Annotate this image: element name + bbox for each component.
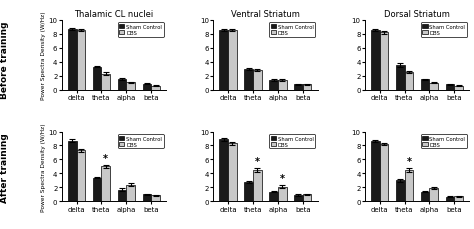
Title: Ventral Striatum: Ventral Striatum — [231, 9, 300, 19]
Legend: Sham Control, DBS: Sham Control, DBS — [118, 23, 164, 37]
Legend: Sham Control, DBS: Sham Control, DBS — [421, 135, 466, 149]
Bar — [143, 84, 151, 90]
Bar — [101, 74, 110, 90]
Bar — [151, 86, 160, 90]
Legend: Sham Control, DBS: Sham Control, DBS — [118, 135, 164, 149]
Bar — [118, 80, 127, 90]
Bar — [68, 30, 77, 90]
Bar — [278, 187, 287, 202]
Bar — [244, 70, 253, 90]
Bar — [253, 170, 262, 202]
Bar — [404, 170, 413, 202]
Bar — [244, 182, 253, 202]
Text: *: * — [255, 156, 260, 166]
Bar — [396, 66, 404, 90]
Bar — [429, 188, 438, 202]
Legend: Sham Control, DBS: Sham Control, DBS — [269, 23, 315, 37]
Bar — [371, 142, 380, 202]
Bar — [269, 192, 278, 202]
Bar — [151, 196, 160, 202]
Title: Thalamic CL nuclei: Thalamic CL nuclei — [74, 9, 154, 19]
Bar — [371, 31, 380, 90]
Bar — [454, 196, 463, 202]
Y-axis label: Power Spectra Density (W/Hz): Power Spectra Density (W/Hz) — [41, 11, 46, 100]
Text: Before training: Before training — [0, 21, 9, 98]
Bar — [454, 86, 463, 90]
Bar — [77, 151, 85, 202]
Legend: Sham Control, DBS: Sham Control, DBS — [421, 23, 466, 37]
Bar — [278, 81, 287, 90]
Text: *: * — [280, 174, 285, 184]
Bar — [253, 70, 262, 90]
Bar — [77, 31, 85, 90]
Bar — [421, 192, 429, 202]
Bar — [118, 190, 127, 202]
Legend: Sham Control, DBS: Sham Control, DBS — [269, 135, 315, 149]
Bar — [380, 144, 388, 202]
Bar — [446, 85, 454, 90]
Bar — [303, 195, 311, 202]
Bar — [303, 85, 311, 90]
Bar — [269, 81, 278, 90]
Text: *: * — [103, 153, 108, 163]
Bar — [294, 85, 303, 90]
Bar — [143, 195, 151, 202]
Bar — [446, 197, 454, 202]
Bar — [380, 33, 388, 90]
Bar — [219, 140, 228, 202]
Bar — [93, 67, 101, 90]
Bar — [396, 181, 404, 202]
Bar — [68, 141, 77, 202]
Bar — [228, 31, 237, 90]
Bar — [127, 83, 135, 90]
Bar — [101, 167, 110, 202]
Bar — [93, 178, 101, 202]
Y-axis label: Power Spectra Density (W/Hz): Power Spectra Density (W/Hz) — [41, 123, 46, 211]
Bar — [429, 83, 438, 90]
Title: Dorsal Striatum: Dorsal Striatum — [384, 9, 450, 19]
Text: *: * — [406, 156, 411, 166]
Bar — [127, 185, 135, 202]
Bar — [228, 144, 237, 202]
Bar — [294, 195, 303, 202]
Bar — [404, 73, 413, 90]
Bar — [219, 31, 228, 90]
Bar — [421, 80, 429, 90]
Text: After training: After training — [0, 132, 9, 202]
